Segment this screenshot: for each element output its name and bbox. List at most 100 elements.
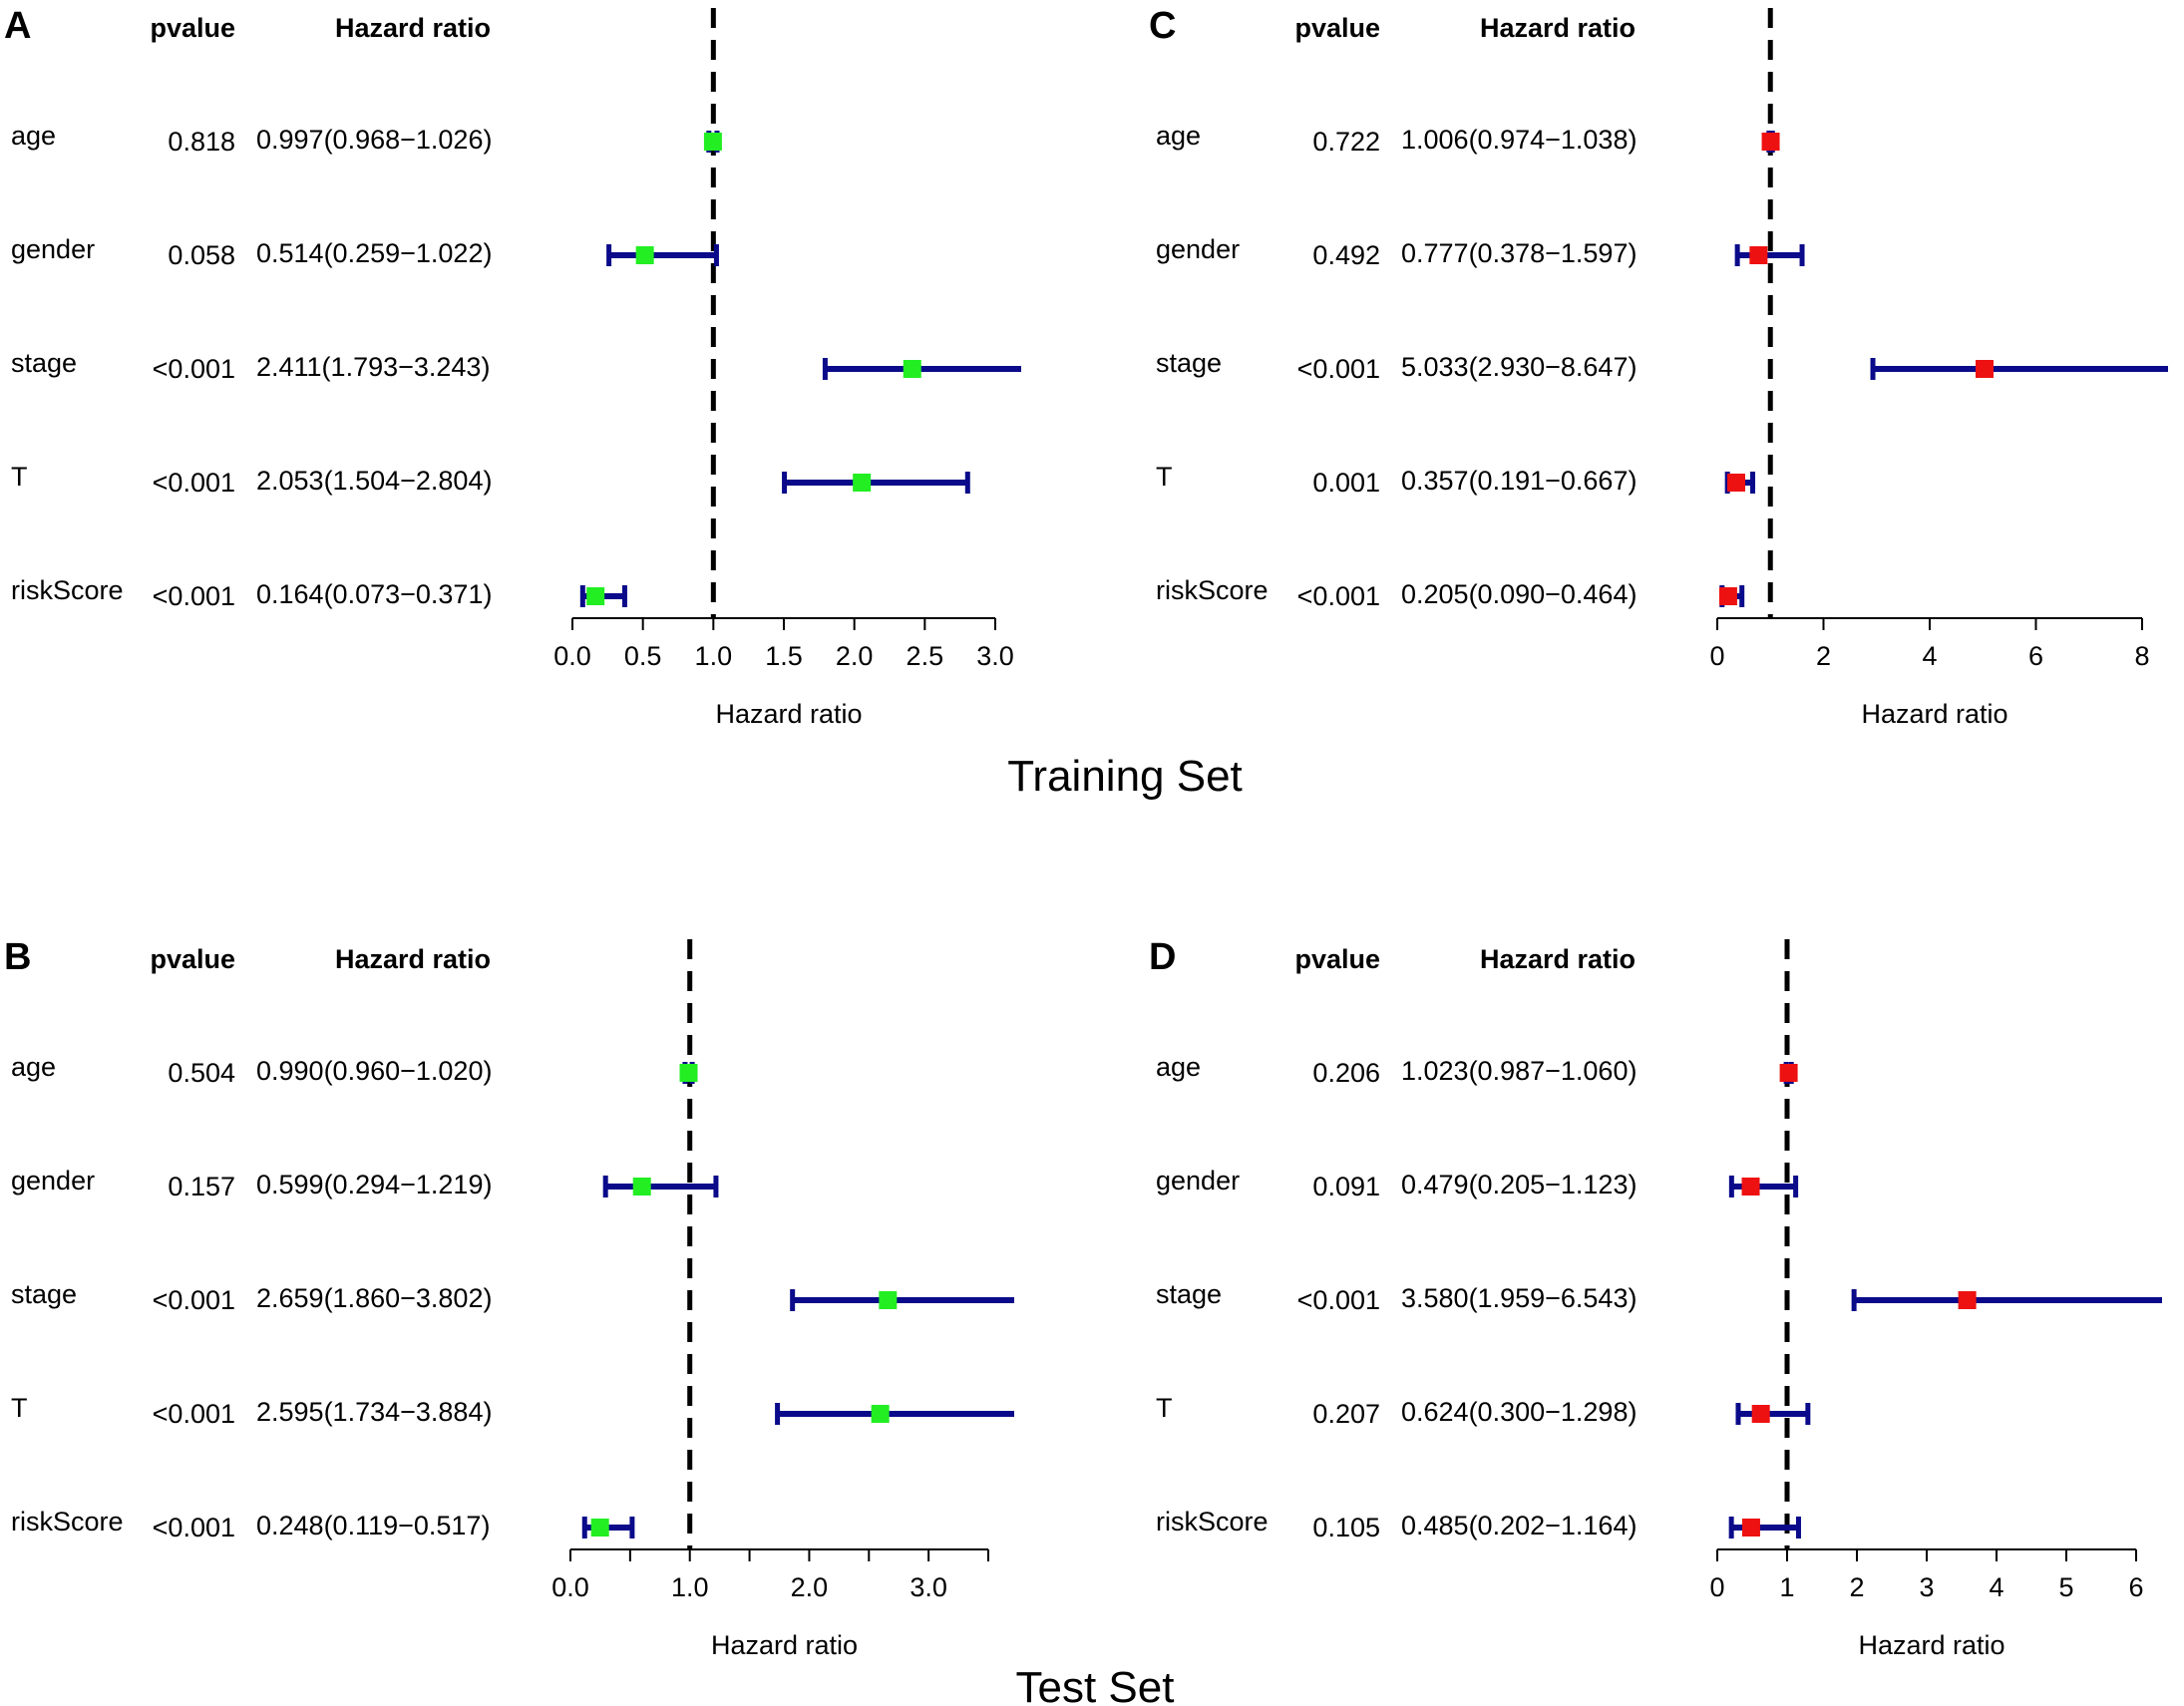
panel-d-row-label-T: T: [1156, 1393, 1173, 1423]
panel-c-x-tick-label-3: 6: [2028, 641, 2043, 671]
panel-b-x-tick-label-6: 3.0: [910, 1572, 947, 1602]
panel-d-x-axis-label: Hazard ratio: [1858, 1630, 2004, 1660]
panel-c-row-label-gender: gender: [1156, 234, 1240, 264]
panel-b-row-label-gender: gender: [11, 1166, 95, 1195]
panel-a-row-hr-text-age: 0.997(0.968−1.026): [256, 125, 492, 155]
panel-b-row-label-age: age: [11, 1052, 56, 1082]
panel-b-point-marker-stage: [879, 1291, 898, 1309]
panel-b-x-tick-label-4: 2.0: [791, 1572, 829, 1602]
panel-c-row-pvalue-stage: <0.001: [1297, 354, 1380, 384]
panel-a-x-tick-label-6: 3.0: [976, 641, 1014, 671]
panel-a-row-label-T: T: [11, 462, 28, 492]
panel-d-row-label-stage: stage: [1156, 1279, 1222, 1309]
panel-b-x-tick-label-2: 1.0: [671, 1572, 709, 1602]
panel-b-row-pvalue-stage: <0.001: [153, 1285, 235, 1315]
panel-a-x-tick-label-1: 0.5: [624, 641, 662, 671]
panel-a-row-hr-text-T: 2.053(1.504−2.804): [256, 466, 492, 496]
panel-b-row-label-stage: stage: [11, 1279, 77, 1309]
panel-c-row-hr-text-gender: 0.777(0.378−1.597): [1401, 238, 1637, 268]
panel-c-row-pvalue-gender: 0.492: [1312, 240, 1380, 270]
panel-b-header-pvalue: pvalue: [150, 944, 235, 974]
panel-c-x-tick-label-1: 2: [1816, 641, 1831, 671]
panel-b-row-label-T: T: [11, 1393, 28, 1423]
panel-d-row-pvalue-gender: 0.091: [1312, 1172, 1380, 1201]
panel-a-row-label-stage: stage: [11, 348, 77, 378]
panel-d-x-tick-label-3: 3: [1919, 1572, 1934, 1602]
panel-d-x-tick-label-1: 1: [1779, 1572, 1794, 1602]
panel-d-row-hr-text-gender: 0.479(0.205−1.123): [1401, 1170, 1637, 1199]
panel-d-row-hr-text-riskScore: 0.485(0.202−1.164): [1401, 1511, 1637, 1540]
panel-c-point-marker-riskScore: [1718, 587, 1737, 605]
panel-d-row-label-gender: gender: [1156, 1166, 1240, 1195]
panel-d-x-tick-label-5: 5: [2058, 1572, 2073, 1602]
panel-a-x-tick-label-5: 2.5: [907, 641, 944, 671]
panel-b-row-pvalue-T: <0.001: [153, 1399, 235, 1429]
panel-a-row-pvalue-T: <0.001: [153, 468, 235, 498]
panel-b-row-pvalue-age: 0.504: [168, 1058, 235, 1088]
panel-c-point-marker-stage: [1976, 360, 1995, 378]
panel-c-x-tick-label-4: 8: [2134, 641, 2149, 671]
panel-c-row-hr-text-stage: 5.033(2.930−8.647): [1401, 352, 1637, 382]
panel-d-header-hazard-ratio: Hazard ratio: [1480, 944, 1636, 974]
panel-a-row-hr-text-riskScore: 0.164(0.073−0.371): [256, 579, 492, 609]
panel-a-x-tick-label-2: 1.0: [695, 641, 733, 671]
panel-a-row-label-age: age: [11, 121, 56, 151]
panel-a-row-pvalue-stage: <0.001: [153, 354, 235, 384]
panel-a-header-pvalue: pvalue: [150, 13, 235, 43]
panel-b-row-hr-text-age: 0.990(0.960−1.020): [256, 1056, 492, 1086]
panel-d-point-marker-age: [1779, 1064, 1798, 1082]
panel-b-row-hr-text-riskScore: 0.248(0.119−0.517): [256, 1511, 490, 1540]
panel-c-row-pvalue-riskScore: <0.001: [1297, 581, 1380, 611]
panel-a-point-marker-age: [703, 133, 722, 151]
panel-b-x-axis-label: Hazard ratio: [711, 1630, 858, 1660]
panel-d-point-marker-stage: [1958, 1291, 1977, 1309]
panel-d-row-pvalue-T: 0.207: [1312, 1399, 1380, 1429]
panel-d-row-hr-text-stage: 3.580(1.959−6.543): [1401, 1283, 1637, 1313]
panel-c-x-tick-label-2: 4: [1922, 641, 1937, 671]
panel-a-x-tick-label-3: 1.5: [765, 641, 803, 671]
test-set-title: Test Set: [1016, 1663, 1175, 1706]
panel-b-header-hazard-ratio: Hazard ratio: [335, 944, 491, 974]
panel-c-row-label-age: age: [1156, 121, 1201, 151]
panel-d-row-label-age: age: [1156, 1052, 1201, 1082]
panel-d-row-hr-text-age: 1.023(0.987−1.060): [1401, 1056, 1637, 1086]
panel-b-x-tick-label-0: 0.0: [551, 1572, 589, 1602]
panel-a-point-marker-T: [853, 474, 872, 492]
panel-c-row-label-riskScore: riskScore: [1156, 575, 1269, 605]
panel-a-row-label-gender: gender: [11, 234, 95, 264]
panel-b-row-hr-text-stage: 2.659(1.860−3.802): [256, 1283, 492, 1313]
panel-c-row-hr-text-T: 0.357(0.191−0.667): [1401, 466, 1637, 496]
panel-c-row-hr-text-riskScore: 0.205(0.090−0.464): [1401, 579, 1637, 609]
panel-a-header-hazard-ratio: Hazard ratio: [335, 13, 491, 43]
panel-b-point-marker-gender: [632, 1178, 651, 1195]
panel-b-point-marker-riskScore: [590, 1519, 609, 1536]
panel-d-x-tick-label-6: 6: [2128, 1572, 2143, 1602]
panel-d-row-label-riskScore: riskScore: [1156, 1507, 1269, 1536]
panel-d-x-tick-label-4: 4: [1989, 1572, 2003, 1602]
panel-d-point-marker-T: [1751, 1405, 1770, 1423]
panel-c-point-marker-age: [1761, 133, 1780, 151]
panel-c-row-pvalue-age: 0.722: [1312, 127, 1380, 157]
panel-a-x-axis-label: Hazard ratio: [715, 699, 862, 729]
panel-c-point-marker-gender: [1749, 246, 1768, 264]
panel-c-letter: C: [1149, 5, 1176, 47]
panel-a-point-marker-gender: [635, 246, 654, 264]
panel-b-letter: B: [4, 936, 31, 978]
panel-c-x-axis-label: Hazard ratio: [1861, 699, 2007, 729]
panel-a-x-tick-label-4: 2.0: [836, 641, 874, 671]
panel-a-point-marker-riskScore: [586, 587, 605, 605]
panel-a-row-pvalue-gender: 0.058: [168, 240, 235, 270]
panel-d-row-pvalue-age: 0.206: [1312, 1058, 1380, 1088]
panel-b-row-hr-text-gender: 0.599(0.294−1.219): [256, 1170, 492, 1199]
panel-b-row-pvalue-gender: 0.157: [168, 1172, 235, 1201]
panel-d-row-hr-text-T: 0.624(0.300−1.298): [1401, 1397, 1637, 1427]
panel-a-row-hr-text-gender: 0.514(0.259−1.022): [256, 238, 492, 268]
training-set-title: Training Set: [1007, 752, 1243, 801]
panel-c-header-pvalue: pvalue: [1294, 13, 1380, 43]
panel-d-x-tick-label-0: 0: [1709, 1572, 1724, 1602]
panel-a-row-pvalue-riskScore: <0.001: [153, 581, 235, 611]
panel-a-point-marker-stage: [903, 360, 921, 378]
